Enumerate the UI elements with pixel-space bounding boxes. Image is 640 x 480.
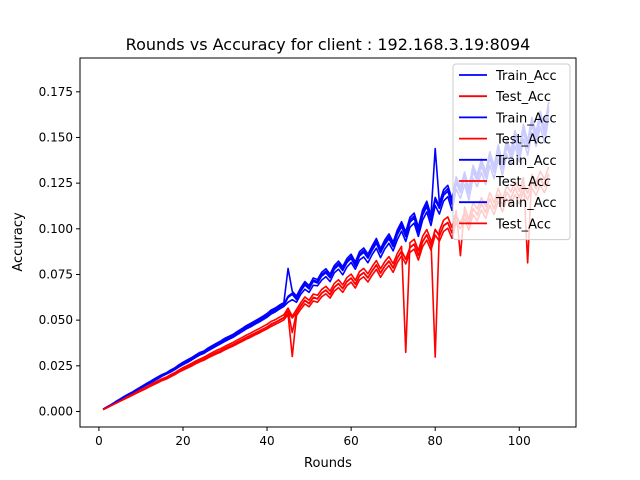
legend-label: Train_Acc bbox=[495, 154, 557, 169]
y-tick-label: 0.000 bbox=[39, 404, 73, 418]
x-tick-label: 40 bbox=[259, 434, 274, 448]
x-tick-label: 20 bbox=[175, 434, 190, 448]
y-tick-label: 0.075 bbox=[39, 267, 73, 281]
y-axis-label: Accuracy bbox=[11, 212, 26, 272]
y-tick-label: 0.025 bbox=[39, 359, 73, 373]
x-tick-label: 100 bbox=[508, 434, 531, 448]
x-axis-ticks: 0 20 40 60 80 100 bbox=[95, 427, 531, 448]
y-tick-label: 0.050 bbox=[39, 313, 73, 327]
x-tick-label: 0 bbox=[95, 434, 103, 448]
legend-label: Train_Acc bbox=[495, 69, 557, 84]
legend-label: Test_Acc bbox=[495, 175, 551, 190]
legend-label: Test_Acc bbox=[495, 217, 551, 232]
y-tick-label: 0.150 bbox=[39, 130, 73, 144]
legend-label: Train_Acc bbox=[495, 111, 557, 126]
x-tick-label: 60 bbox=[343, 434, 358, 448]
plot-frame bbox=[79, 57, 577, 428]
legend-label: Test_Acc bbox=[495, 90, 551, 105]
legend: Train_Acc Test_Acc Train_Acc Test_Acc Train_… bbox=[452, 63, 571, 241]
legend-label: Test_Acc bbox=[495, 133, 551, 148]
y-tick-label: 0.175 bbox=[39, 85, 73, 99]
legend-box bbox=[452, 63, 571, 241]
x-tick-label: 80 bbox=[428, 434, 443, 448]
chart-title: Rounds vs Accuracy for client : 192.168.… bbox=[126, 35, 531, 54]
y-tick-label: 0.125 bbox=[39, 176, 73, 190]
y-tick-label: 0.100 bbox=[39, 222, 73, 236]
y-axis-ticks: 0.000 0.025 0.050 0.075 0.100 0.125 0.150 0.175 bbox=[39, 85, 80, 418]
x-axis-label: Rounds bbox=[304, 456, 352, 471]
legend-label: Train_Acc bbox=[495, 196, 557, 211]
